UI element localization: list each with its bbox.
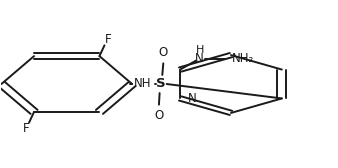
Text: O: O [159, 46, 168, 59]
Text: NH: NH [134, 77, 152, 91]
Text: N: N [195, 52, 204, 65]
Text: NH₂: NH₂ [232, 52, 254, 65]
Text: F: F [104, 33, 111, 46]
Text: F: F [22, 122, 29, 135]
Text: S: S [156, 77, 165, 91]
Text: O: O [154, 109, 164, 122]
Text: H: H [195, 45, 204, 55]
Text: N: N [188, 92, 196, 105]
